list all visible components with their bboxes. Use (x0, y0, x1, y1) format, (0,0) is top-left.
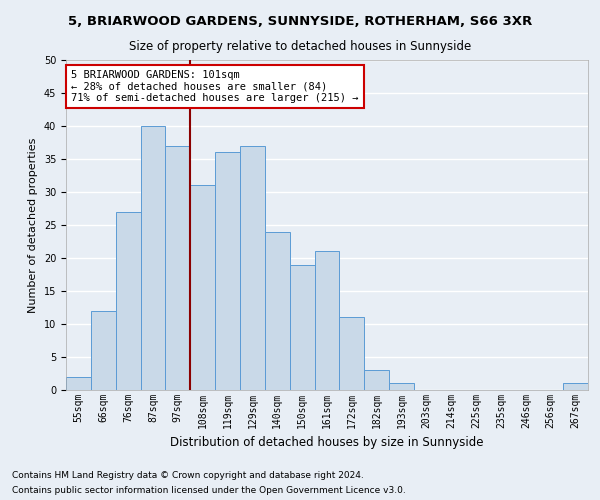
Text: Contains HM Land Registry data © Crown copyright and database right 2024.: Contains HM Land Registry data © Crown c… (12, 471, 364, 480)
Bar (290, 264, 314, 390)
Bar (340, 318, 364, 390)
Text: 5, BRIARWOOD GARDENS, SUNNYSIDE, ROTHERHAM, S66 3XR: 5, BRIARWOOD GARDENS, SUNNYSIDE, ROTHERH… (68, 15, 532, 28)
Bar (190, 186, 215, 390)
Bar (116, 212, 140, 390)
Bar (265, 232, 290, 390)
Bar (66, 377, 91, 390)
Bar (166, 146, 190, 390)
Bar (215, 152, 240, 390)
Y-axis label: Number of detached properties: Number of detached properties (28, 138, 38, 312)
Text: Size of property relative to detached houses in Sunnyside: Size of property relative to detached ho… (129, 40, 471, 53)
X-axis label: Distribution of detached houses by size in Sunnyside: Distribution of detached houses by size … (170, 436, 484, 450)
Text: 5 BRIARWOOD GARDENS: 101sqm
← 28% of detached houses are smaller (84)
71% of sem: 5 BRIARWOOD GARDENS: 101sqm ← 28% of det… (71, 70, 359, 103)
Bar (140, 126, 166, 390)
Text: Contains public sector information licensed under the Open Government Licence v3: Contains public sector information licen… (12, 486, 406, 495)
Bar (389, 384, 414, 390)
Bar (314, 252, 340, 390)
Bar (364, 370, 389, 390)
Bar (240, 146, 265, 390)
Bar (563, 384, 588, 390)
Bar (91, 311, 116, 390)
